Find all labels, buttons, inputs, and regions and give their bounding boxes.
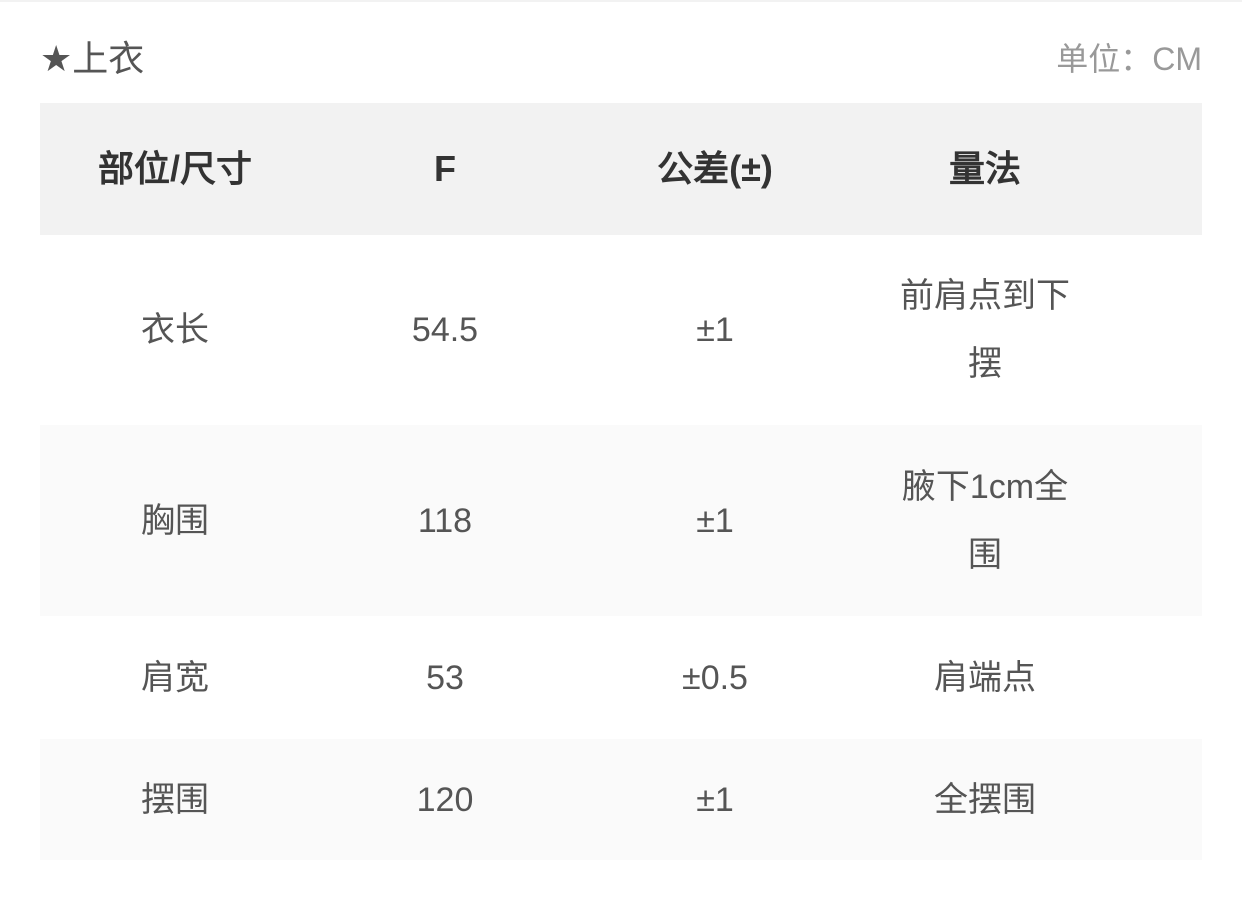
table-cell: 肩宽: [141, 658, 209, 697]
table-cell: 前肩点到下 摆: [900, 277, 1070, 383]
table-cell: 摆围: [141, 780, 209, 819]
table-cell: 衣长: [141, 311, 209, 349]
header-cell: F: [434, 148, 456, 189]
section-title: ★上衣: [40, 38, 145, 79]
table-cell: 肩端点: [934, 658, 1036, 697]
table-cell: 全摆围: [934, 780, 1036, 819]
header-cell: 公差(±): [657, 148, 773, 189]
table-cell: 120: [416, 780, 474, 819]
table-row: 摆围 120 ±1 全摆围: [40, 739, 1202, 860]
table-row: 肩宽 53 ±0.5 肩端点: [40, 616, 1202, 739]
table-cell: ±1: [696, 501, 734, 540]
table-row: 胸围 118 ±1 腋下1cm全 围: [40, 425, 1202, 616]
top-divider: [0, 0, 1242, 2]
table-cell: ±0.5: [682, 658, 748, 697]
table-cell: 53: [426, 658, 464, 697]
header-cell: 部位/尺寸: [97, 148, 252, 189]
table-cell: 胸围: [141, 501, 209, 540]
table-cell: ±1: [696, 311, 734, 349]
table-row: 衣长 54.5 ±1 前肩点到下 摆: [40, 235, 1202, 425]
table-cell: 54.5: [411, 311, 479, 349]
header-cell: 量法: [948, 148, 1021, 189]
size-table: 部位/尺寸 F 公差(±) 量法 衣长 54.5 ±1 前肩点到下 摆 胸围 1…: [40, 103, 1202, 860]
table-header: 部位/尺寸 F 公差(±) 量法: [40, 103, 1202, 235]
unit-label: 单位：CM: [1056, 41, 1202, 77]
table-cell: 118: [417, 501, 473, 540]
table-cell: ±1: [696, 780, 734, 819]
table-cell: 腋下1cm全 围: [901, 467, 1069, 574]
